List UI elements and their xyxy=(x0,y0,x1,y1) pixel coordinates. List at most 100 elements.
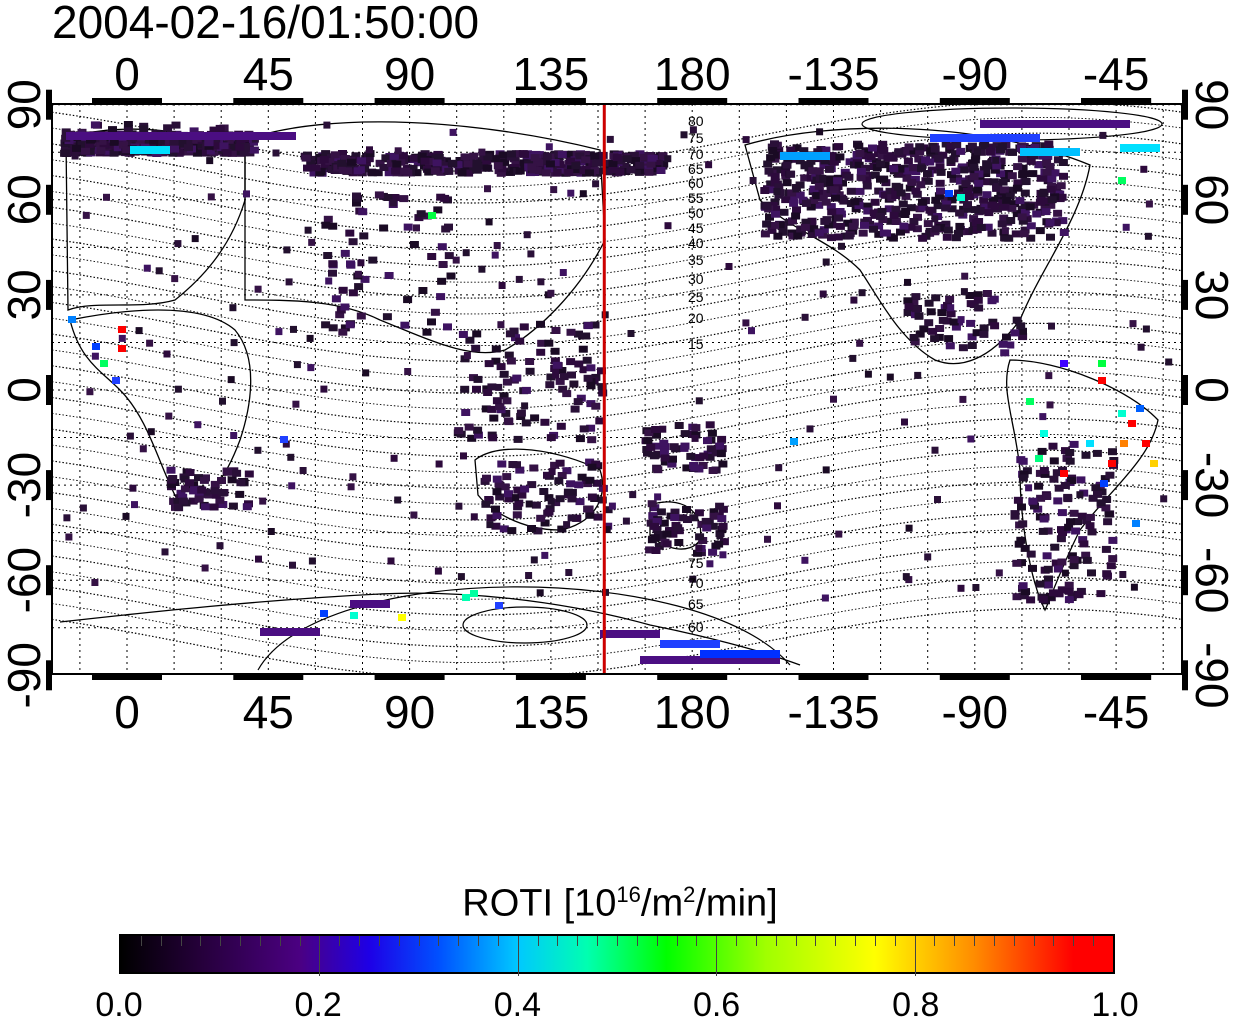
roti-point xyxy=(579,190,587,198)
roti-point-high xyxy=(1035,455,1043,462)
roti-point xyxy=(902,573,910,581)
roti-point xyxy=(579,425,589,433)
roti-point xyxy=(328,324,338,332)
roti-point xyxy=(1077,512,1087,520)
roti-point xyxy=(686,452,696,460)
roti-point xyxy=(869,209,879,217)
roti-point xyxy=(952,141,962,148)
roti-point xyxy=(161,548,169,556)
roti-point xyxy=(122,146,132,154)
colorbar-tick-label: 0.2 xyxy=(294,986,342,1024)
roti-point xyxy=(917,164,926,172)
roti-point xyxy=(963,188,972,195)
roti-point xyxy=(1018,333,1028,341)
roti-point xyxy=(803,161,813,169)
roti-point xyxy=(357,157,367,165)
roti-point xyxy=(760,187,770,194)
roti-point xyxy=(441,225,451,233)
roti-point xyxy=(774,502,781,510)
australia-coast xyxy=(474,448,604,531)
roti-point-high xyxy=(462,594,470,601)
colorbar-tick xyxy=(835,936,837,946)
roti-point xyxy=(171,275,179,283)
roti-point xyxy=(446,272,456,280)
roti-point xyxy=(521,386,531,394)
right-lat-label: 30 xyxy=(1186,269,1238,320)
roti-point xyxy=(1002,197,1012,205)
roti-point xyxy=(293,361,301,369)
roti-point xyxy=(500,483,510,491)
roti-point xyxy=(1036,494,1046,502)
roti-point xyxy=(188,497,198,505)
colorbar-tick xyxy=(617,936,618,946)
roti-point xyxy=(472,159,482,167)
roti-band xyxy=(1020,148,1080,156)
roti-point xyxy=(178,493,188,501)
roti-point xyxy=(211,142,221,150)
roti-point xyxy=(166,481,176,489)
roti-point xyxy=(227,149,237,157)
roti-point xyxy=(390,454,398,462)
colorbar-tick xyxy=(716,936,718,976)
mlat-label: 70 xyxy=(688,146,704,162)
roti-point xyxy=(909,298,919,306)
roti-point xyxy=(209,503,219,511)
roti-point xyxy=(504,418,514,426)
roti-point xyxy=(587,436,597,444)
roti-point xyxy=(891,218,901,225)
roti-point xyxy=(453,161,463,169)
roti-point xyxy=(856,339,864,347)
roti-point xyxy=(254,446,262,454)
roti-point xyxy=(354,270,362,278)
roti-point xyxy=(1050,543,1060,551)
roti-point xyxy=(1064,523,1074,531)
roti-point xyxy=(527,250,535,258)
roti-point xyxy=(834,214,843,222)
roti-point xyxy=(870,171,880,179)
roti-point xyxy=(608,166,618,174)
roti-point xyxy=(330,151,340,159)
roti-point xyxy=(1059,172,1068,180)
roti-point xyxy=(359,232,369,240)
roti-point xyxy=(1085,522,1095,530)
roti-point xyxy=(311,164,321,172)
roti-point xyxy=(1021,178,1031,185)
roti-point xyxy=(882,229,891,237)
roti-point xyxy=(931,294,941,302)
roti-point xyxy=(683,516,692,523)
roti-point xyxy=(455,502,463,510)
roti-point xyxy=(838,242,845,250)
roti-point xyxy=(898,200,908,208)
roti-point xyxy=(801,313,809,321)
roti-point xyxy=(449,128,457,136)
roti-point xyxy=(591,402,601,410)
roti-point xyxy=(504,351,514,359)
roti-point xyxy=(218,501,228,508)
roti-point xyxy=(915,143,925,151)
roti-point xyxy=(988,318,998,326)
roti-point-high xyxy=(398,614,406,621)
roti-point xyxy=(515,337,525,345)
roti-point xyxy=(621,168,631,175)
roti-point xyxy=(574,330,583,338)
roti-point xyxy=(820,217,830,225)
roti-point xyxy=(574,360,584,368)
roti-point xyxy=(802,199,811,207)
colorbar-tick xyxy=(1013,936,1015,946)
colorbar-tick xyxy=(140,936,142,946)
roti-point xyxy=(1010,510,1020,518)
roti-band xyxy=(260,628,320,636)
roti-point xyxy=(1035,580,1045,588)
roti-point xyxy=(854,142,864,150)
roti-point xyxy=(984,209,994,217)
roti-point xyxy=(870,198,880,206)
roti-point xyxy=(544,339,554,347)
roti-point xyxy=(967,142,977,150)
roti-point xyxy=(483,153,493,161)
roti-point xyxy=(1069,556,1079,564)
roti-point xyxy=(865,220,875,228)
roti-point xyxy=(147,428,155,436)
roti-point xyxy=(909,164,918,172)
roti-point xyxy=(348,289,358,297)
roti-point xyxy=(61,128,71,136)
